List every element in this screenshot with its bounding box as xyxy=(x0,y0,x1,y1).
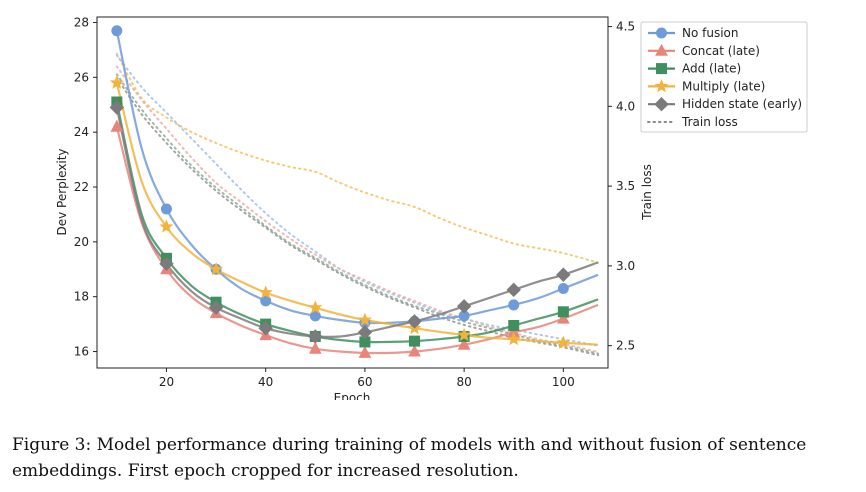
legend-label: Multiply (late) xyxy=(682,79,765,93)
data-point-series-5 xyxy=(109,100,125,115)
data-point-series-2 xyxy=(308,341,322,354)
data-point-series-5 xyxy=(556,267,571,282)
y-tick-label: 16 xyxy=(74,345,89,359)
y2-tick-label: 4.0 xyxy=(616,99,635,113)
data-point-series-3 xyxy=(409,335,421,347)
train-loss-line-2 xyxy=(115,54,600,347)
y2-axis-label: Train loss xyxy=(640,164,654,221)
series-line-3 xyxy=(115,101,599,344)
data-point-series-1 xyxy=(309,310,321,322)
data-point-series-2 xyxy=(457,337,471,350)
y-tick-label: 18 xyxy=(74,290,89,304)
data-point-series-1 xyxy=(557,282,569,294)
data-point-series-1 xyxy=(111,25,123,37)
train-loss-lines xyxy=(115,52,600,357)
x-tick-label: 100 xyxy=(552,375,575,389)
train-loss-line-4 xyxy=(115,73,600,355)
y-tick-label: 28 xyxy=(74,15,89,29)
train-loss-line-1 xyxy=(115,52,600,264)
legend-marker xyxy=(654,96,669,112)
data-point-series-1 xyxy=(160,203,172,215)
legend-label: Add (late) xyxy=(682,62,741,76)
data-point-series-4 xyxy=(209,261,224,276)
y-tick-label: 26 xyxy=(74,70,89,84)
data-point-series-4 xyxy=(258,285,273,299)
legend-frame xyxy=(640,21,808,133)
y-tick-label: 24 xyxy=(74,125,89,139)
y-axis-label: Dev Perplexity xyxy=(55,148,69,235)
data-point-series-3 xyxy=(508,319,520,331)
data-point-series-4 xyxy=(159,219,174,233)
x-tick-label: 20 xyxy=(159,375,174,389)
data-point-series-1 xyxy=(260,295,272,307)
x-tick-label: 60 xyxy=(357,375,372,389)
data-point-series-5 xyxy=(159,256,174,272)
data-point-series-4 xyxy=(308,300,323,314)
data-point-series-5 xyxy=(357,325,373,340)
legend-label: No fusion xyxy=(682,26,739,40)
y2-tick-label: 4.5 xyxy=(616,20,635,34)
train-loss-line-3 xyxy=(115,65,600,353)
legend-marker xyxy=(654,79,669,93)
legend-label: Train loss xyxy=(681,115,738,129)
x-tick-label: 80 xyxy=(456,375,471,389)
data-point-series-2 xyxy=(408,344,421,357)
data-point-series-5 xyxy=(407,314,422,329)
data-point-series-5 xyxy=(308,329,323,344)
y2-tick-label: 2.5 xyxy=(616,339,635,353)
data-point-series-1 xyxy=(508,299,520,311)
x-axis-label: Epoch xyxy=(334,391,371,400)
series-markers xyxy=(109,25,571,358)
data-point-series-4 xyxy=(109,75,124,89)
data-point-series-5 xyxy=(208,300,224,315)
dev-perplexity-lines xyxy=(115,30,599,355)
data-point-series-5 xyxy=(506,282,521,298)
data-point-series-5 xyxy=(258,321,273,336)
data-point-series-4 xyxy=(556,335,571,349)
data-point-series-4 xyxy=(506,331,521,346)
chart: 20 40 60 80 100 16 18 20 22 24 26 28 2.5 3.0 3.5 4.0 4.5… xyxy=(55,15,808,400)
legend-marker xyxy=(656,27,667,39)
data-point-series-3 xyxy=(557,306,569,318)
x-tick-label: 40 xyxy=(258,375,273,389)
figure-caption: Figure 3: Model performance during train… xyxy=(12,435,807,481)
legend: No fusion Concat (late) Add (late) Multiply… xyxy=(640,21,808,133)
legend-label: Concat (late) xyxy=(682,44,760,58)
axes: 20 40 60 80 100 16 18 20 22 24 26 28 2.5 3.0 3.5 4.0 4.5 xyxy=(74,15,635,389)
data-point-series-2 xyxy=(557,311,570,324)
legend-marker xyxy=(656,63,667,75)
legend-marker xyxy=(655,43,668,56)
y2-tick-label: 3.5 xyxy=(616,179,635,193)
data-point-series-2 xyxy=(358,345,372,358)
y-tick-label: 20 xyxy=(74,235,89,249)
data-point-series-5 xyxy=(456,299,472,314)
data-point-series-4 xyxy=(457,327,472,342)
series-line-4 xyxy=(115,82,599,346)
train-loss-line-5 xyxy=(115,76,600,357)
y-tick-label: 22 xyxy=(74,180,89,194)
y2-tick-label: 3.0 xyxy=(616,259,635,273)
legend-label: Hidden state (early) xyxy=(682,97,802,111)
data-point-series-2 xyxy=(110,119,124,132)
data-point-series-4 xyxy=(357,312,372,327)
plot-frame xyxy=(96,16,609,369)
